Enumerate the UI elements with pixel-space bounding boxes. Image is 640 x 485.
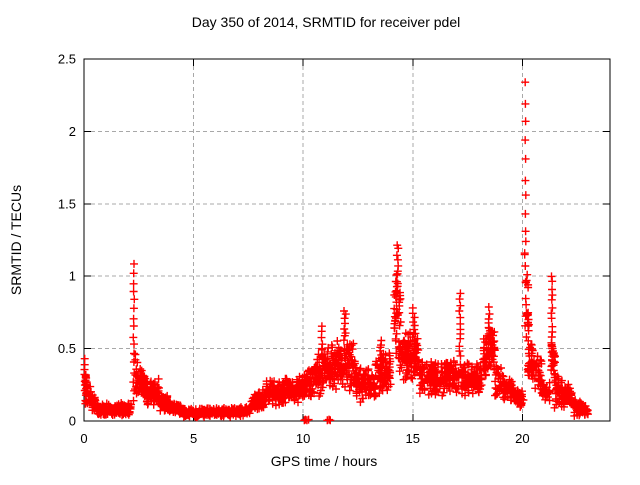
tick-labels: 0 5 10 15 20 0 0.5 1 1.5 2 2.5 bbox=[58, 52, 530, 447]
axes bbox=[83, 58, 611, 422]
y-tick-label: 0.5 bbox=[58, 341, 76, 356]
y-tick-label: 1.5 bbox=[58, 196, 76, 211]
y-tick-label: 2.5 bbox=[58, 52, 76, 67]
x-tick-label: 15 bbox=[406, 431, 420, 446]
y-axis-label: SRMTID / TECUs bbox=[8, 185, 24, 295]
x-tick-label: 5 bbox=[190, 431, 197, 446]
data-points bbox=[80, 78, 592, 425]
y-tick-label: 0 bbox=[69, 414, 76, 429]
x-tick-label: 10 bbox=[296, 431, 310, 446]
x-tick-label: 20 bbox=[515, 431, 529, 446]
plot-border bbox=[83, 58, 611, 422]
x-tick-label: 0 bbox=[80, 431, 87, 446]
y-tick-label: 2 bbox=[69, 124, 76, 139]
y-tick-label: 1 bbox=[69, 269, 76, 284]
chart-title: Day 350 of 2014, SRMTID for receiver pde… bbox=[192, 14, 460, 30]
scatter-points-path bbox=[80, 78, 592, 425]
x-axis-label: GPS time / hours bbox=[271, 453, 378, 469]
